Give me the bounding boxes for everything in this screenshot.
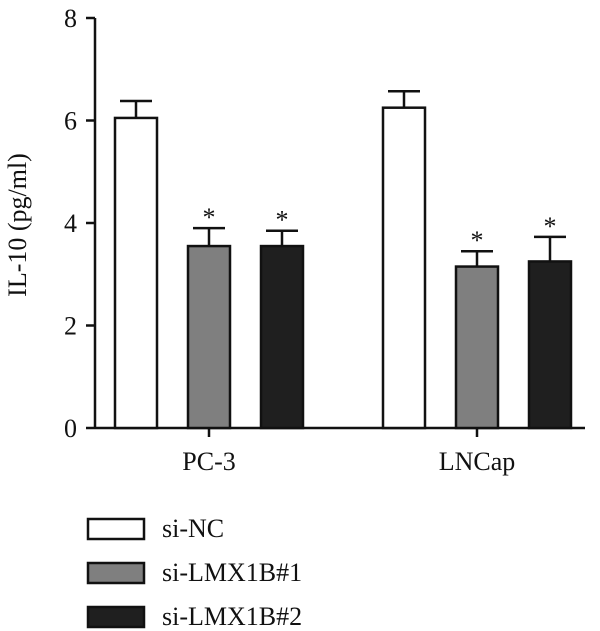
x-tick-label: PC-3 — [182, 447, 235, 476]
legend-label: si-NC — [162, 514, 224, 543]
bar — [113, 116, 159, 430]
y-axis-label: IL-10 (pg/ml) — [3, 153, 32, 297]
bar — [186, 244, 232, 430]
bar — [259, 244, 305, 430]
significance-marker: * — [276, 206, 289, 235]
legend-swatch — [86, 605, 146, 629]
x-tick-label: LNCap — [439, 447, 516, 476]
significance-marker: * — [203, 203, 216, 232]
plot-area: 0 2 4 6 8 * * PC-3 * * LNCap — [64, 4, 585, 476]
legend: si-NC si-LMX1B#1 si-LMX1B#2 — [86, 514, 302, 631]
legend-swatch — [86, 517, 146, 541]
bar — [454, 265, 500, 430]
legend-swatch — [86, 561, 146, 585]
legend-label: si-LMX1B#2 — [162, 602, 302, 631]
y-tick-label: 0 — [64, 414, 77, 443]
y-tick-label: 2 — [64, 312, 77, 341]
significance-marker: * — [471, 226, 484, 255]
legend-label: si-LMX1B#1 — [162, 558, 302, 587]
y-tick-label: 8 — [64, 4, 77, 33]
significance-marker: * — [544, 212, 557, 241]
y-tick-label: 6 — [64, 107, 77, 136]
y-tick-label: 4 — [64, 209, 77, 238]
bar — [527, 260, 573, 430]
bar — [381, 106, 427, 430]
